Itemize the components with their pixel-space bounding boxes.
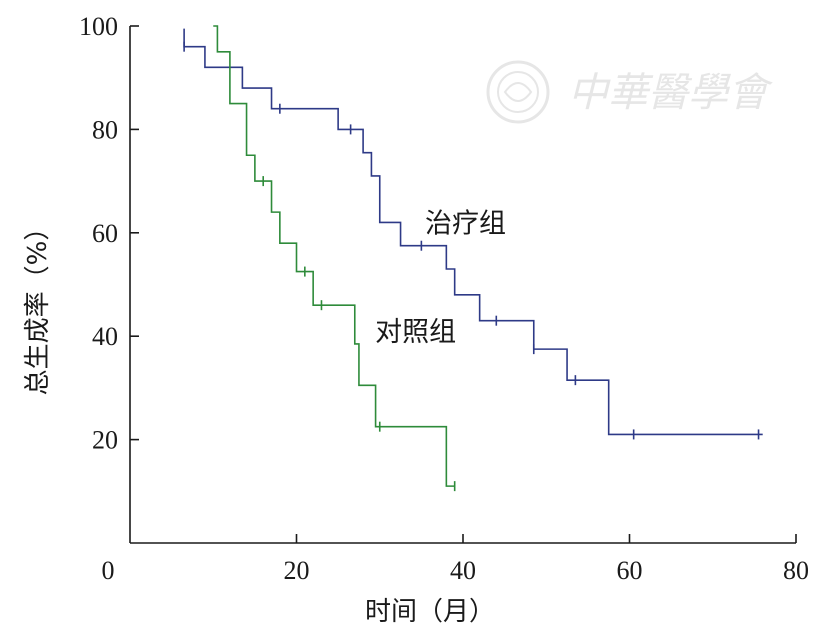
x-ticks: 0 20 40 60 80 [102, 534, 809, 585]
y-ticks: 20 40 60 80 100 [79, 12, 139, 455]
x-tick-label: 80 [783, 556, 809, 585]
series-0: 治疗组 [183, 28, 763, 440]
x-tick-label: 20 [284, 556, 310, 585]
y-tick-label: 40 [92, 322, 118, 351]
series-label: 治疗组 [425, 208, 506, 239]
y-axis-title: 总生成率（%） [23, 215, 53, 396]
watermark-seal-icon [486, 60, 550, 124]
watermark-text: 中華醫學會 [568, 70, 773, 116]
series-1: 对照组 [213, 25, 456, 492]
x-tick-label: 60 [617, 556, 643, 585]
x-axis-title: 时间（月） [365, 597, 495, 627]
watermark: 中華醫學會 [486, 60, 773, 124]
y-tick-label: 20 [92, 426, 118, 455]
series-line [213, 25, 455, 487]
x-tick-label: 40 [450, 556, 476, 585]
y-tick-label: 60 [92, 219, 118, 248]
y-tick-label: 80 [92, 115, 118, 144]
x-tick-label: 0 [102, 556, 115, 585]
series-label: 对照组 [375, 317, 456, 348]
y-tick-label: 100 [79, 12, 118, 41]
